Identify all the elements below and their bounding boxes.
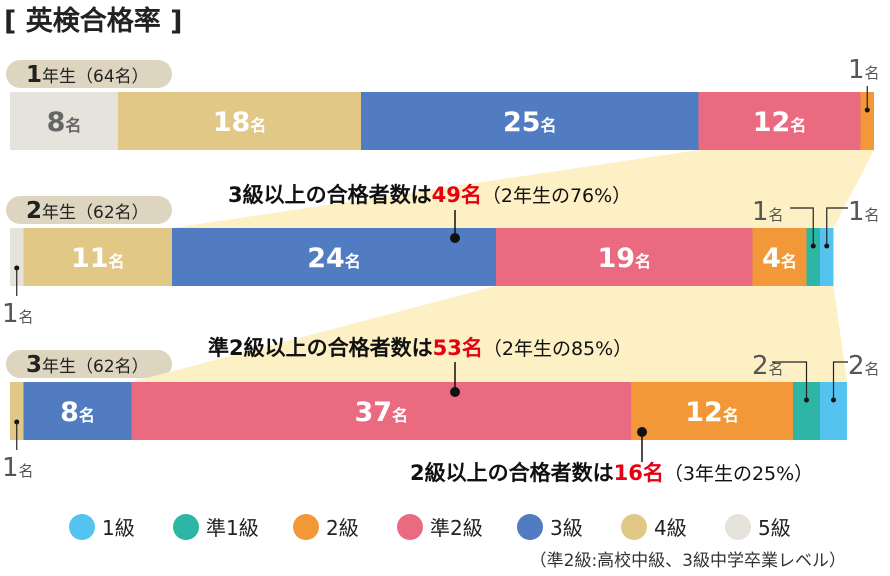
bar-segment xyxy=(820,228,834,286)
callout-line xyxy=(772,361,808,400)
row-label-pill xyxy=(6,196,172,224)
bar-segment xyxy=(10,228,24,286)
bar-segment xyxy=(698,92,861,150)
bar-segment xyxy=(752,228,807,286)
bar-segment xyxy=(172,228,496,286)
bar-segment xyxy=(23,228,172,286)
small-value-label: 1名 xyxy=(2,299,34,329)
legend-label: 5級 xyxy=(758,516,791,540)
legend-swatch xyxy=(397,514,423,540)
chart-note: （準2級:高校中級、3級中学卒業レベル） xyxy=(530,551,846,571)
annotation: 準2級以上の合格者数は53名（2年生の85%） xyxy=(208,336,632,360)
bar-segment xyxy=(631,382,793,440)
legend-label: 2級 xyxy=(326,516,359,540)
callout-line xyxy=(826,207,848,246)
small-value-label: 2名 xyxy=(848,351,880,381)
bar-value-label: 8名 xyxy=(47,107,82,138)
small-value-label: 1名 xyxy=(752,197,784,227)
bar-value-label: 4名 xyxy=(762,243,797,274)
row-label: 2年生（62名） xyxy=(26,198,149,224)
highlight-band xyxy=(172,150,874,228)
row-label-pill xyxy=(6,350,172,378)
small-value-label: 1名 xyxy=(848,197,880,227)
legend-swatch xyxy=(69,514,95,540)
annotation-dot xyxy=(450,387,460,397)
bar-segment xyxy=(10,382,24,440)
legend-label: 4級 xyxy=(654,516,687,540)
callout-line xyxy=(832,361,848,400)
bar-value-label: 11名 xyxy=(71,243,125,274)
annotation: 2級以上の合格者数は16名（3年生の25%） xyxy=(410,461,813,485)
chart-title: [ 英検合格率 ] xyxy=(4,5,182,37)
bar-value-label: 8名 xyxy=(60,397,95,428)
row-label: 3年生（62名） xyxy=(26,352,149,378)
bar-segment xyxy=(10,92,118,150)
legend-swatch xyxy=(621,514,647,540)
bar-segment xyxy=(23,382,132,440)
legend-swatch xyxy=(173,514,199,540)
bar-value-label: 12名 xyxy=(685,397,739,428)
small-value-label: 1名 xyxy=(848,55,880,85)
legend-swatch xyxy=(725,514,751,540)
bar-segment xyxy=(361,92,699,150)
bar-segment xyxy=(806,228,820,286)
bar-segment xyxy=(860,92,874,150)
bar-value-label: 25名 xyxy=(503,107,557,138)
legend-label: 準2級 xyxy=(430,516,483,540)
callout-line xyxy=(790,207,814,246)
bar-value-label: 24名 xyxy=(307,243,361,274)
annotation: 3級以上の合格者数は49名（2年生の76%） xyxy=(228,183,631,207)
legend-label: 準1級 xyxy=(206,516,259,540)
row-label: 1年生（64名） xyxy=(26,62,149,88)
bar-value-label: 37名 xyxy=(354,397,408,428)
annotation-dot xyxy=(637,427,647,437)
bar-segment xyxy=(131,382,631,440)
legend-label: 3級 xyxy=(550,516,583,540)
small-value-label: 1名 xyxy=(2,453,34,483)
bar-value-label: 18名 xyxy=(213,107,267,138)
bar-value-label: 12名 xyxy=(753,107,807,138)
annotation-dot xyxy=(450,233,460,243)
legend-swatch xyxy=(293,514,319,540)
legend-swatch xyxy=(517,514,543,540)
legend-label: 1級 xyxy=(102,516,135,540)
bar-segment xyxy=(496,228,753,286)
small-value-label: 2名 xyxy=(752,351,784,381)
highlight-band xyxy=(131,286,847,382)
bar-segment xyxy=(118,92,361,150)
bar-value-label: 19名 xyxy=(597,243,651,274)
row-label-pill xyxy=(6,60,172,88)
